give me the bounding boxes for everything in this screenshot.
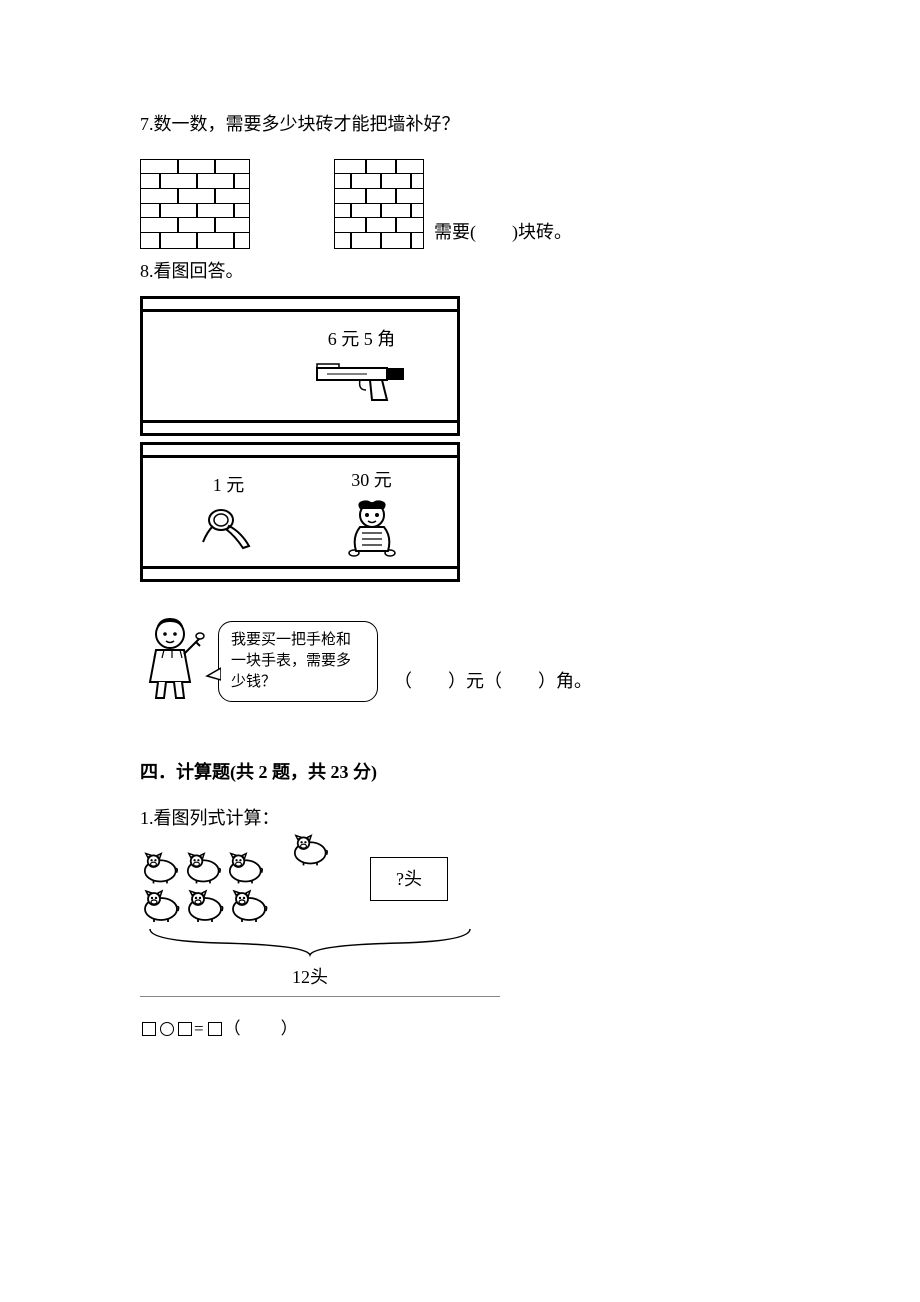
pig-icon — [183, 849, 224, 885]
gun-icon — [312, 356, 412, 406]
blank-close1: ）元（ — [448, 671, 502, 691]
s4-q1-number: 1. — [140, 808, 154, 828]
price-label-doll: 30 元 — [351, 466, 392, 495]
bubble-tail-icon — [205, 666, 221, 682]
price-label-gun: 6 元 5 角 — [328, 325, 396, 354]
shelf-item-gun: 6 元 5 角 — [312, 325, 412, 406]
total-label: 12头 — [140, 963, 480, 992]
pig-icon — [184, 887, 226, 923]
unknown-box-label: ?头 — [396, 865, 422, 894]
circle-symbol — [160, 1022, 174, 1036]
speech-row: 我要买一把手枪和 一块手表，需要多 少钱？ （ ）元（ ）角。 — [140, 612, 780, 702]
s4-q1-text: 1.看图列式计算： — [140, 804, 780, 833]
pig-icon — [225, 849, 266, 885]
blank-open1: （ — [394, 671, 412, 691]
speech-line-1: 我要买一把手枪和 — [231, 630, 365, 651]
pig-icon — [228, 887, 270, 923]
q8-body: 看图回答。 — [154, 261, 244, 281]
diagram-underline — [140, 996, 500, 997]
speech-line-3: 少钱？ — [231, 672, 365, 693]
watch-icon — [199, 502, 259, 552]
equation-template: =（ ） — [140, 1015, 780, 1042]
doll-icon — [342, 497, 402, 557]
unknown-box: ?头 — [370, 857, 448, 901]
shelf-bottom: 1 元 30 元 — [140, 452, 460, 572]
section-4-title: 四．计算题(共 2 题，共 23 分) — [140, 758, 780, 787]
pig-icon — [140, 887, 182, 923]
pig-icon — [140, 849, 181, 885]
box-symbol — [178, 1022, 192, 1036]
speech-bubble: 我要买一把手枪和 一块手表，需要多 少钱？ — [218, 621, 378, 702]
pig-group — [140, 849, 330, 925]
box-symbol — [142, 1022, 156, 1036]
q7-body: 数一数，需要多少块砖才能把墙补好？ — [154, 114, 460, 134]
caption-prefix: 需要( — [434, 222, 476, 242]
brick-wall-left — [140, 159, 250, 249]
shop-shelves: 6 元 5 角 1 元 — [140, 306, 460, 572]
q8-number: 8. — [140, 261, 154, 281]
pig-icon — [290, 831, 331, 867]
caption-suffix: )块砖。 — [512, 222, 572, 242]
shelf-item-doll: 30 元 — [342, 466, 402, 557]
question-7-text: 7.数一数，需要多少块砖才能把墙补好？ — [140, 110, 780, 139]
brace-icon — [140, 925, 480, 959]
speech-line-2: 一块手表，需要多 — [231, 651, 365, 672]
s4-q1-body: 看图列式计算： — [154, 808, 280, 828]
pig-diagram: ?头 12头 — [140, 849, 480, 997]
box-symbol — [208, 1022, 222, 1036]
q7-number: 7. — [140, 114, 154, 134]
shelf-top: 6 元 5 角 — [140, 306, 460, 426]
blank-close2: ）角。 — [538, 671, 592, 691]
answer-blank: （ ）元（ ）角。 — [394, 667, 592, 702]
question-8-text: 8.看图回答。 — [140, 257, 780, 286]
brick-caption: 需要( )块砖。 — [434, 218, 572, 249]
shelf-item-watch: 1 元 — [199, 471, 259, 552]
boy-icon — [140, 612, 210, 702]
brick-wall-figure: 需要( )块砖。 — [140, 159, 780, 249]
brick-wall-right — [334, 159, 424, 249]
price-label-watch: 1 元 — [213, 471, 245, 500]
